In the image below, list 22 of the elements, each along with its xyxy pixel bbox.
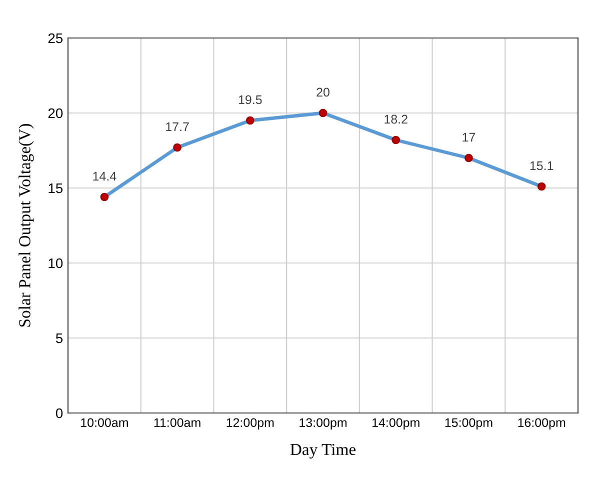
- x-tick-label: 11:00am: [154, 418, 200, 428]
- x-tick-label: 14:00pm: [372, 418, 420, 430]
- y-tick-label: 20: [48, 108, 63, 118]
- y-tick-label: 5: [56, 333, 63, 344]
- y-axis-title: Solar Panel Output Voltage(V): [18, 124, 34, 327]
- data-label: 18.2: [384, 114, 408, 124]
- x-axis-title: Day Time: [290, 444, 356, 459]
- x-tick-label: 10:00am: [81, 418, 128, 428]
- y-tick-label: 10: [48, 258, 63, 268]
- x-tick-label: 15:00pm: [445, 418, 492, 430]
- data-label: 17.7: [166, 122, 189, 132]
- data-label: 20: [316, 88, 330, 97]
- y-tick-label: 25: [48, 33, 63, 44]
- data-label: 19.5: [238, 95, 262, 104]
- x-tick-label: 12:00pm: [226, 418, 274, 430]
- data-label: 14.4: [93, 172, 116, 181]
- data-label: 15.1: [530, 161, 554, 170]
- data-label: 17: [462, 132, 476, 142]
- y-tick-label: 15: [48, 183, 63, 194]
- x-tick-label: 13:00pm: [300, 418, 346, 430]
- y-tick-label: 0: [56, 408, 63, 418]
- x-tick-label: 16:00pm: [518, 418, 566, 430]
